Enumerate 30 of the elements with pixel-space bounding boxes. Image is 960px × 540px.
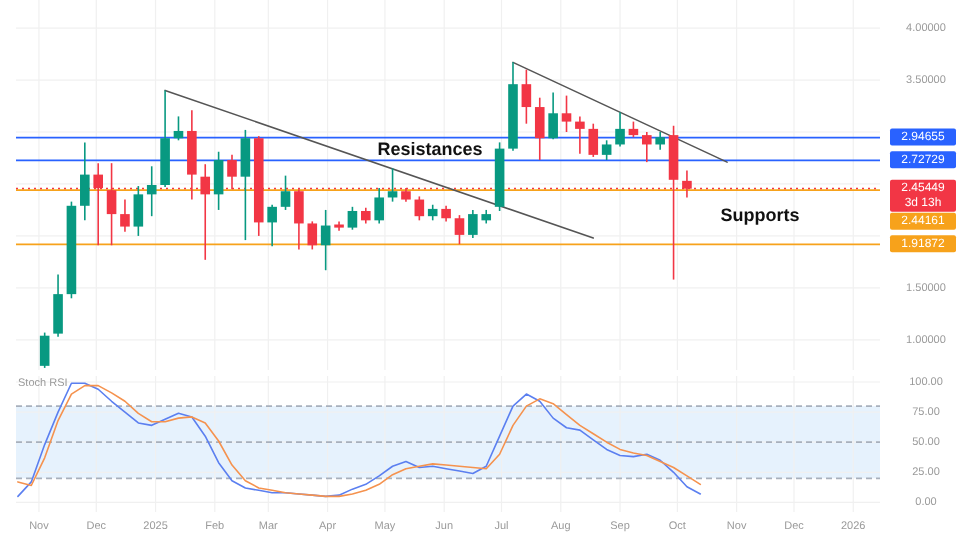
candlestick xyxy=(347,206,358,231)
annotation: Supports xyxy=(720,204,800,225)
candlestick xyxy=(213,150,224,211)
candlestick xyxy=(387,167,398,203)
annotation: Resistances xyxy=(377,138,483,159)
candlestick xyxy=(548,91,558,141)
candlestick xyxy=(575,115,585,155)
candlestick xyxy=(615,111,625,148)
candlestick xyxy=(53,273,63,338)
candlestick xyxy=(307,220,318,251)
candlestick xyxy=(642,131,652,163)
candlestick xyxy=(561,94,572,133)
candlestick xyxy=(146,165,157,217)
candlestick xyxy=(534,96,545,161)
candlestick xyxy=(601,139,612,161)
candlestick xyxy=(240,129,251,241)
candlestick xyxy=(39,331,50,369)
candlestick xyxy=(414,195,425,222)
candlestick xyxy=(267,203,277,248)
candlestick xyxy=(160,89,170,188)
candlestick xyxy=(521,68,532,125)
candlestick xyxy=(80,141,90,222)
candlestick xyxy=(133,185,144,237)
candlestick xyxy=(280,174,291,211)
candlestick xyxy=(374,187,384,225)
candlestick xyxy=(320,209,331,272)
candlestick xyxy=(454,214,465,246)
candlestick xyxy=(173,115,184,142)
candlestick xyxy=(588,122,599,158)
candlestick xyxy=(120,198,130,233)
